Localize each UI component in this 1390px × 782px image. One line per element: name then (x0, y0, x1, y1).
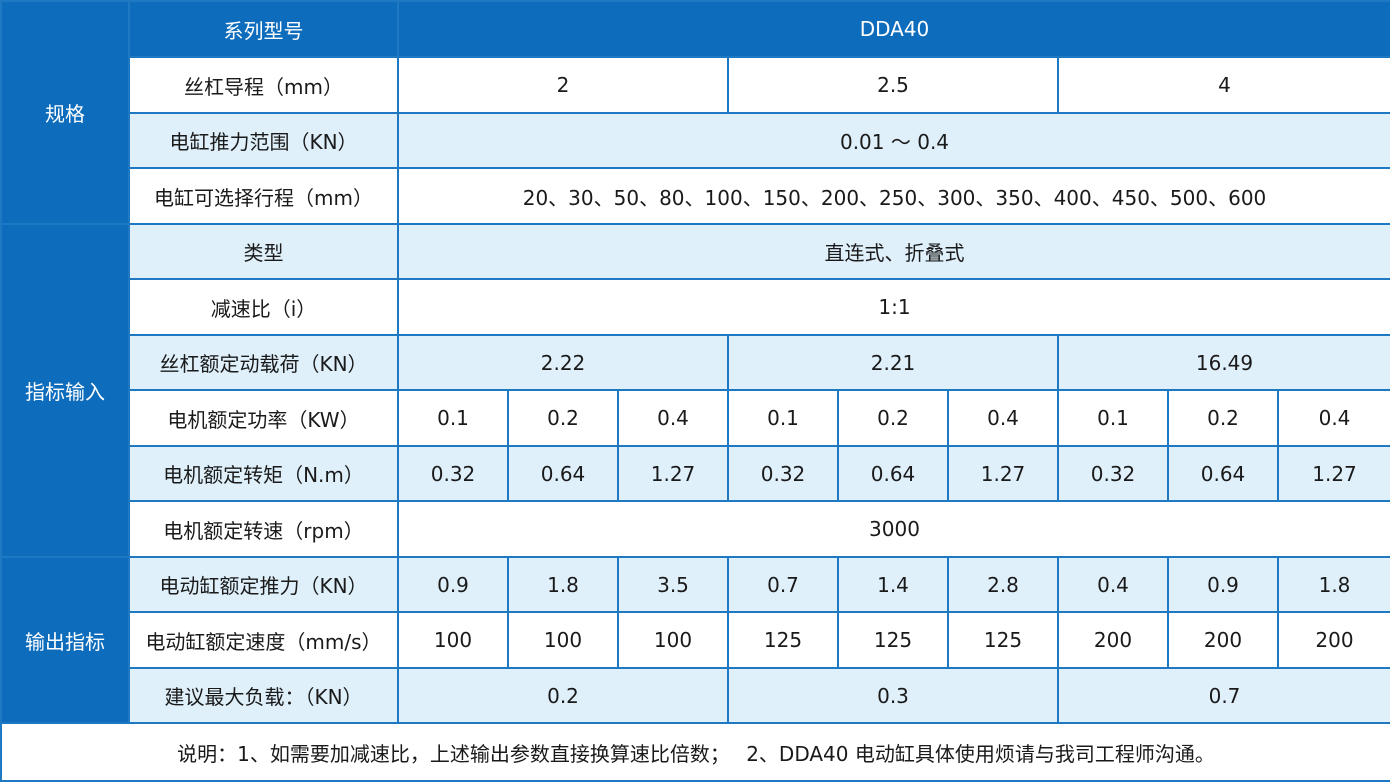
power-value: 0.4 (1276, 389, 1390, 447)
table-row: 建议最大负载：（KN） 0.2 0.3 0.7 (1, 667, 1390, 724)
thrust-value: 0.7 (727, 556, 839, 613)
table-row: 电缸推力范围（KN） 0.01 ～ 0.4 (1, 112, 1390, 169)
dyn-load-value: 2.22 (397, 334, 729, 391)
thrust-value: 1.4 (837, 556, 949, 613)
lead-value: 4 (1056, 56, 1390, 114)
row-label-stroke: 电缸可选择行程（mm） (128, 167, 399, 225)
power-value: 0.4 (947, 389, 1059, 447)
torque-value: 1.27 (617, 445, 729, 502)
torque-value: 0.32 (727, 445, 839, 502)
group-input: 指标输入 (0, 223, 130, 558)
thrust-value: 1.8 (507, 556, 619, 613)
power-value: 0.1 (397, 389, 509, 447)
thrust-range-value: 0.01 ～ 0.4 (396, 112, 1390, 169)
speed-rpm-value: 3000 (396, 500, 1390, 558)
torque-value: 0.32 (1057, 445, 1169, 502)
group-output: 输出指标 (0, 556, 130, 724)
row-label-speed-rpm: 电机额定转速（rpm） (128, 500, 399, 558)
max-load-value: 0.3 (727, 667, 1059, 724)
velocity-value: 100 (507, 611, 619, 669)
power-value: 0.1 (727, 389, 839, 447)
lead-value: 2.5 (727, 56, 1059, 114)
stroke-value: 20、30、50、80、100、150、200、250、300、350、400、… (396, 167, 1390, 225)
row-label-power: 电机额定功率（KW） (128, 389, 399, 447)
table-row: 电机额定转矩（N.m） 0.32 0.64 1.27 0.32 0.64 1.2… (1, 445, 1390, 502)
table-row: 丝杠导程（mm） 2 2.5 4 (1, 56, 1390, 114)
dyn-load-value: 2.21 (727, 334, 1059, 391)
table-row: 指标输入 类型 直连式、折叠式 (0, 223, 1390, 558)
table-row: 输出指标 电动缸额定推力（KN） 0.9 1.8 3.5 0.7 1.4 2.8… (0, 556, 1390, 724)
table-row: 电机额定功率（KW） 0.1 0.2 0.4 0.1 0.2 0.4 0.1 0… (1, 389, 1390, 447)
velocity-value: 200 (1057, 611, 1169, 669)
velocity-value: 125 (837, 611, 949, 669)
thrust-value: 0.9 (397, 556, 509, 613)
lead-value: 2 (397, 56, 729, 114)
header-model: DDA40 (396, 0, 1390, 58)
torque-value: 0.64 (507, 445, 619, 502)
thrust-value: 2.8 (947, 556, 1059, 613)
table-row: 减速比（i） 1:1 (1, 278, 1390, 336)
torque-value: 0.64 (837, 445, 949, 502)
torque-value: 0.32 (397, 445, 509, 502)
row-label-lead: 丝杠导程（mm） (128, 56, 399, 114)
table-row: 丝杠额定动载荷（KN） 2.22 2.21 16.49 (1, 334, 1390, 391)
group-spec: 规格 (0, 0, 130, 225)
thrust-value: 1.8 (1276, 556, 1390, 613)
max-load-value: 0.7 (1056, 667, 1390, 724)
velocity-value: 200 (1276, 611, 1390, 669)
type-value: 直连式、折叠式 (396, 223, 1390, 280)
power-value: 0.2 (507, 389, 619, 447)
row-label-thrust: 电动缸额定推力（KN） (128, 556, 399, 613)
dyn-load-value: 16.49 (1056, 334, 1390, 391)
thrust-value: 0.4 (1057, 556, 1169, 613)
velocity-value: 200 (1167, 611, 1279, 669)
max-load-value: 0.2 (397, 667, 729, 724)
power-value: 0.2 (837, 389, 949, 447)
row-label-ratio: 减速比（i） (128, 278, 399, 336)
thrust-value: 0.9 (1167, 556, 1279, 613)
ratio-value: 1:1 (396, 278, 1390, 336)
velocity-value: 125 (727, 611, 839, 669)
footnote: 说明：1、如需要加减速比，上述输出参数直接换算速比倍数； 2、DDA40 电动缸… (0, 722, 1390, 782)
table-row: 电缸可选择行程（mm） 20、30、50、80、100、150、200、250、… (1, 167, 1390, 225)
row-label-dyn-load: 丝杠额定动载荷（KN） (128, 334, 399, 391)
row-label-max-load: 建议最大负载：（KN） (128, 667, 399, 724)
row-label-torque: 电机额定转矩（N.m） (128, 445, 399, 502)
table-row: 电机额定转速（rpm） 3000 (1, 500, 1390, 558)
table-row: 电动缸额定速度（mm/s） 100 100 100 125 125 125 20… (1, 611, 1390, 669)
header-series-label: 系列型号 (128, 0, 399, 58)
power-value: 0.4 (617, 389, 729, 447)
velocity-value: 100 (397, 611, 509, 669)
row-label-thrust-range: 电缸推力范围（KN） (128, 112, 399, 169)
velocity-value: 100 (617, 611, 729, 669)
power-value: 0.1 (1057, 389, 1169, 447)
torque-value: 0.64 (1167, 445, 1279, 502)
thrust-value: 3.5 (617, 556, 729, 613)
row-label-velocity: 电动缸额定速度（mm/s） (128, 611, 399, 669)
row-label-type: 类型 (128, 223, 399, 280)
velocity-value: 125 (947, 611, 1059, 669)
torque-value: 1.27 (1276, 445, 1390, 502)
power-value: 0.2 (1167, 389, 1279, 447)
torque-value: 1.27 (947, 445, 1059, 502)
